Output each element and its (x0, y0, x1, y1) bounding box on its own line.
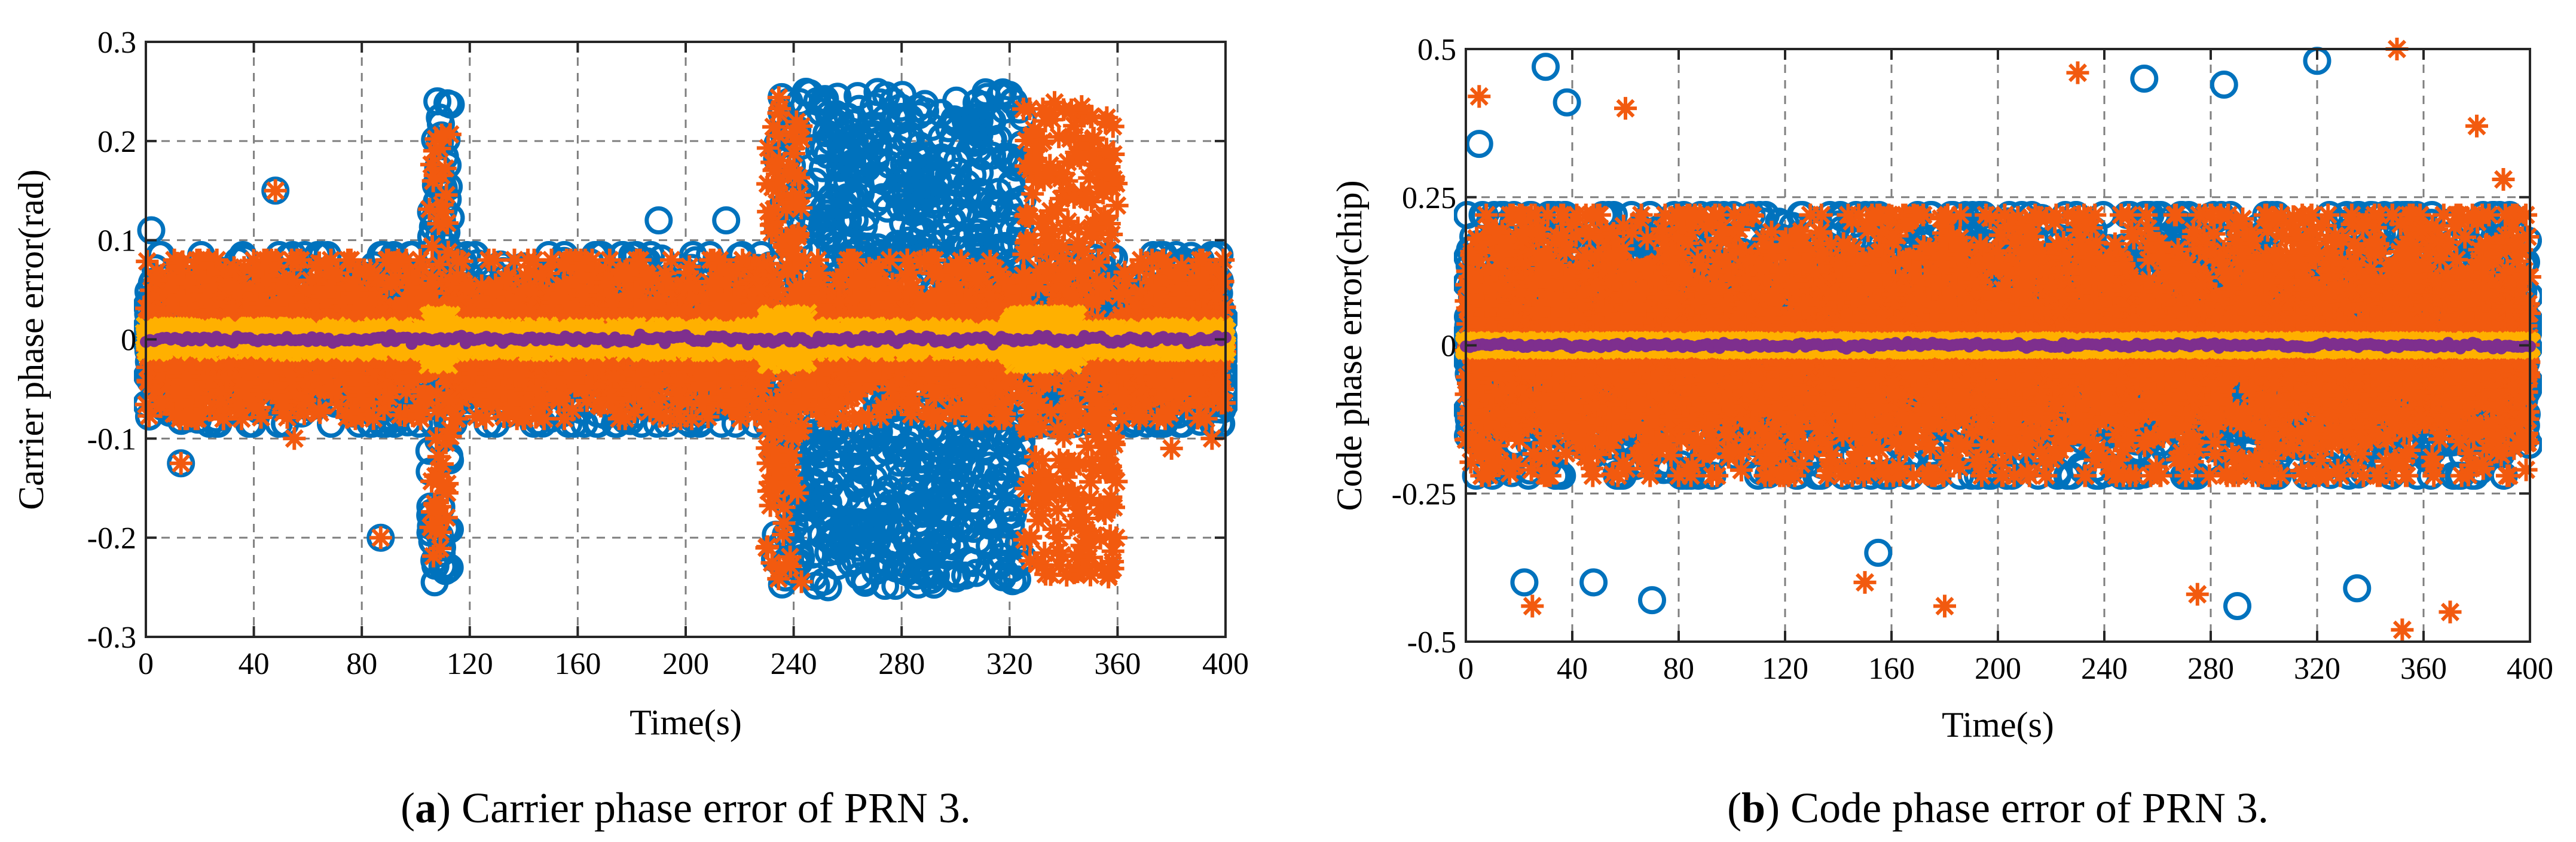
data-point (712, 206, 741, 234)
data-point (644, 206, 673, 234)
panel-a-carrier-phase-error: 0 40 80 120 160 200 240 280 320 360 400 -0.3-0.2-0… (11, 26, 1249, 832)
data-point (845, 562, 873, 590)
data-point (137, 216, 166, 245)
panel-a-data-points (134, 78, 1237, 602)
